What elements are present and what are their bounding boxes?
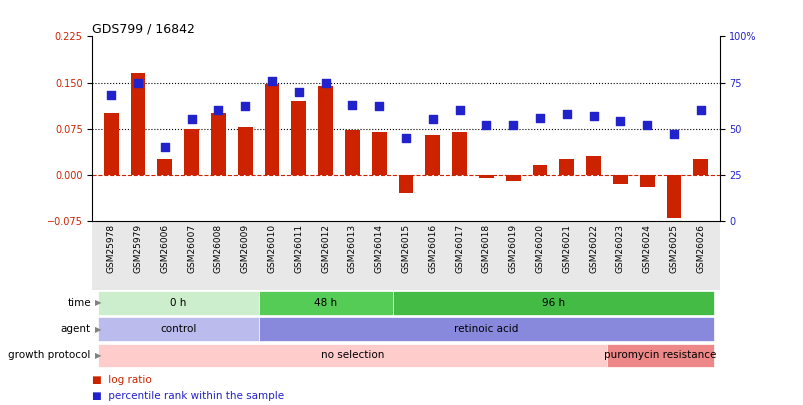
Bar [606, 343, 713, 367]
Bar [184, 129, 199, 175]
Text: GSM26012: GSM26012 [320, 224, 330, 273]
Bar [479, 175, 493, 178]
Text: GSM26024: GSM26024 [642, 224, 651, 273]
Point [345, 101, 358, 108]
Text: 0 h: 0 h [169, 298, 186, 308]
Text: GSM26007: GSM26007 [187, 224, 196, 273]
Text: retinoic acid: retinoic acid [454, 324, 518, 334]
Point [265, 77, 278, 84]
Bar [264, 84, 279, 175]
Text: GSM26006: GSM26006 [160, 224, 169, 273]
Text: GSM26014: GSM26014 [374, 224, 383, 273]
Point [533, 114, 546, 121]
Bar [613, 175, 627, 184]
Text: no selection: no selection [320, 350, 384, 360]
Text: growth protocol: growth protocol [9, 350, 91, 360]
Bar [291, 101, 306, 175]
Bar [259, 291, 392, 315]
Text: ▶: ▶ [95, 351, 101, 360]
Bar [98, 343, 606, 367]
Text: GSM26023: GSM26023 [615, 224, 624, 273]
Text: GSM26026: GSM26026 [695, 224, 704, 273]
Text: 96 h: 96 h [541, 298, 565, 308]
Text: GSM26016: GSM26016 [428, 224, 437, 273]
Point [560, 111, 573, 117]
Text: GSM26013: GSM26013 [348, 224, 357, 273]
Point [586, 113, 599, 119]
Text: GSM26020: GSM26020 [535, 224, 544, 273]
Bar [398, 175, 413, 193]
Text: GSM25978: GSM25978 [107, 224, 116, 273]
Text: GSM26015: GSM26015 [401, 224, 410, 273]
Bar [666, 175, 681, 217]
Text: control: control [160, 324, 196, 334]
Point [694, 107, 707, 113]
Bar [104, 113, 119, 175]
Point [426, 116, 438, 123]
Text: ▶: ▶ [95, 324, 101, 334]
Bar [98, 291, 259, 315]
Point [373, 103, 385, 110]
Text: time: time [67, 298, 91, 308]
Bar [693, 159, 707, 175]
Text: ■  percentile rank within the sample: ■ percentile rank within the sample [92, 391, 284, 401]
Text: GSM26011: GSM26011 [294, 224, 303, 273]
Bar [210, 113, 226, 175]
Point [666, 131, 679, 137]
Point [640, 122, 653, 128]
Text: GSM26017: GSM26017 [454, 224, 463, 273]
Bar [238, 127, 252, 175]
Text: GSM26018: GSM26018 [481, 224, 491, 273]
Text: puromycin resistance: puromycin resistance [604, 350, 716, 360]
Point [479, 122, 492, 128]
Point [104, 92, 117, 99]
Text: GSM25979: GSM25979 [133, 224, 142, 273]
Point [506, 122, 519, 128]
Text: GSM26010: GSM26010 [267, 224, 276, 273]
Text: ▶: ▶ [95, 298, 101, 307]
Point [185, 116, 198, 123]
Text: GSM26009: GSM26009 [240, 224, 250, 273]
Bar [259, 317, 713, 341]
Bar [157, 159, 172, 175]
Bar [130, 73, 145, 175]
Bar [585, 156, 601, 175]
Bar [425, 135, 440, 175]
Bar [371, 132, 386, 175]
Text: GSM26019: GSM26019 [508, 224, 517, 273]
Bar [344, 130, 360, 175]
Text: ■  log ratio: ■ log ratio [92, 375, 152, 385]
Bar [392, 291, 713, 315]
Bar [505, 175, 520, 181]
Point [399, 134, 412, 141]
Point [238, 103, 251, 110]
Point [613, 118, 626, 124]
Point [319, 79, 332, 86]
Text: GSM26025: GSM26025 [669, 224, 678, 273]
Point [453, 107, 466, 113]
Point [158, 144, 171, 150]
Point [292, 88, 305, 95]
Text: GSM26021: GSM26021 [561, 224, 571, 273]
Bar [451, 132, 467, 175]
Bar [639, 175, 654, 187]
Point [212, 107, 225, 113]
Text: 48 h: 48 h [314, 298, 336, 308]
Bar [532, 165, 547, 175]
Bar [318, 85, 332, 175]
Text: GSM26022: GSM26022 [589, 224, 597, 273]
Text: agent: agent [61, 324, 91, 334]
Bar [559, 159, 573, 175]
Point [132, 79, 145, 86]
Text: GSM26008: GSM26008 [214, 224, 222, 273]
Bar [98, 317, 259, 341]
Text: GDS799 / 16842: GDS799 / 16842 [92, 22, 195, 35]
